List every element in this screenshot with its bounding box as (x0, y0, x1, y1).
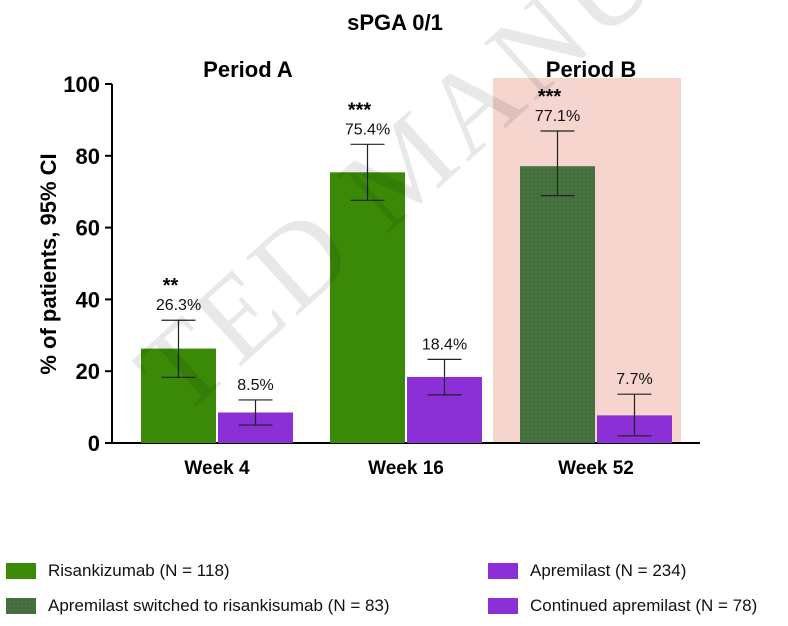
x-tick-label: Week 16 (368, 458, 444, 479)
y-tick-label: 60 (76, 216, 100, 241)
significance-marker: *** (348, 99, 372, 121)
bar-chart: sPGA 0/1 Period A Period B 0 20 40 60 80 100 % of… (36, 10, 700, 479)
legend-item-apremilast: Apremilast (N = 234) (488, 561, 686, 581)
data-label: 7.7% (616, 371, 652, 388)
data-label: 77.1% (535, 108, 580, 125)
legend-item-continued: Continued apremilast (N = 78) (488, 596, 757, 616)
data-label: 26.3% (156, 297, 201, 314)
legend-swatch-continued (488, 598, 518, 614)
y-tick-label: 0 (88, 431, 100, 456)
y-axis-label: % of patients, 95% CI (36, 153, 61, 374)
x-tick-label: Week 52 (558, 458, 634, 479)
data-label: 18.4% (422, 336, 467, 353)
data-label: 75.4% (345, 121, 390, 138)
legend-label-apremilast: Apremilast (N = 234) (530, 561, 687, 580)
y-tick-label: 20 (76, 359, 100, 384)
significance-marker: ** (163, 275, 179, 297)
legend-swatch-apremilast (488, 563, 518, 579)
legend-swatch-switched (6, 598, 36, 614)
legend-label-risankizumab: Risankizumab (N = 118) (48, 561, 230, 580)
legend-item-risankizumab: Risankizumab (N = 118) (6, 561, 230, 581)
period-label: Period A (203, 57, 293, 82)
bar-risankizumab (330, 172, 405, 443)
y-tick-label: 80 (76, 144, 100, 169)
legend-item-switched: Apremilast switched to risankisumab (N =… (6, 596, 390, 616)
legend-label-switched: Apremilast switched to risankisumab (N =… (48, 596, 390, 615)
legend-swatch-risankizumab (6, 563, 36, 579)
legend-label-continued: Continued apremilast (N = 78) (530, 596, 758, 615)
chart-title: sPGA 0/1 (347, 10, 443, 35)
y-tick-label: 100 (63, 72, 100, 97)
period-label: Period B (546, 57, 636, 82)
significance-marker: *** (538, 86, 562, 108)
bar-switched (520, 166, 595, 443)
x-tick-label: Week 4 (184, 458, 250, 479)
y-tick-label: 40 (76, 287, 100, 312)
data-label: 8.5% (237, 377, 273, 394)
